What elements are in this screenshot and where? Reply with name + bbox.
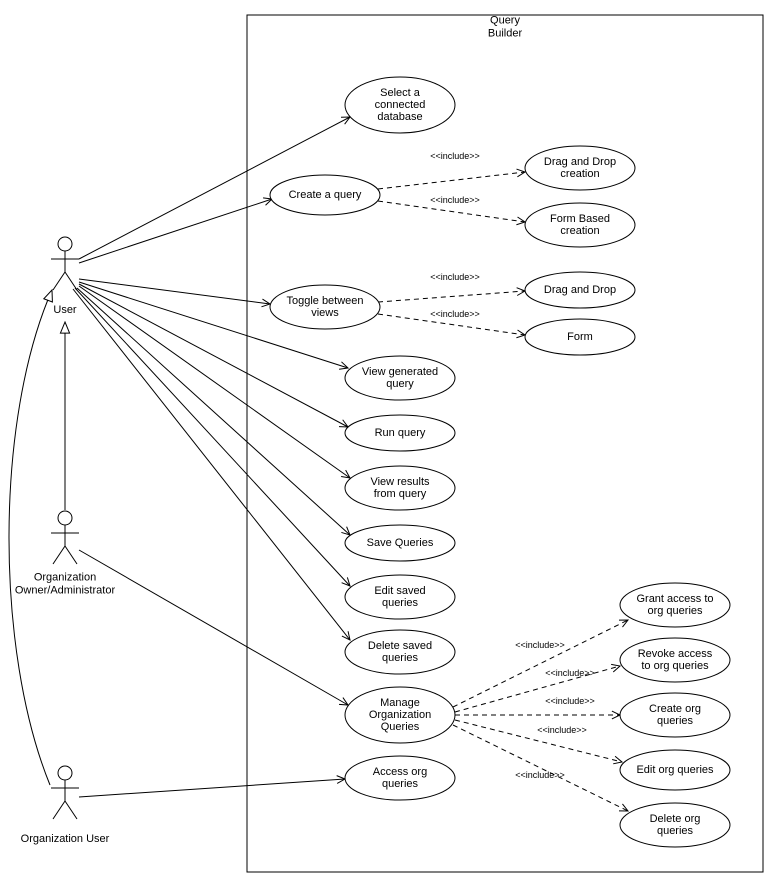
usecase-label: Revoke access bbox=[638, 648, 713, 660]
use-case-diagram: QueryBuilderUserOrganizationOwner/Admini… bbox=[0, 0, 771, 882]
include-dependency bbox=[455, 666, 620, 712]
arrowhead bbox=[516, 217, 525, 225]
usecase-label: Grant access to bbox=[636, 593, 713, 605]
include-dependency bbox=[453, 725, 628, 811]
usecase-label: Save Queries bbox=[367, 537, 434, 549]
usecase-label: database bbox=[377, 111, 422, 123]
actor-head bbox=[58, 766, 72, 780]
include-label: <<include>> bbox=[430, 195, 480, 205]
include-label: <<include>> bbox=[430, 309, 480, 319]
include-label: <<include>> bbox=[537, 725, 587, 735]
usecase-label: Create a query bbox=[289, 189, 362, 201]
actor-leg bbox=[53, 546, 65, 564]
usecase-label: Form Based bbox=[550, 213, 610, 225]
arrowhead bbox=[619, 804, 628, 811]
usecase-label: org queries bbox=[647, 605, 703, 617]
actor-label: User bbox=[53, 304, 77, 316]
usecase-label: Edit org queries bbox=[636, 764, 714, 776]
arrowhead bbox=[339, 698, 348, 705]
usecase-label: from query bbox=[374, 488, 427, 500]
include-label: <<include>> bbox=[515, 770, 565, 780]
actor-orgUser bbox=[51, 766, 79, 819]
arrowhead bbox=[516, 330, 525, 338]
include-label: <<include>> bbox=[515, 640, 565, 650]
association bbox=[79, 779, 345, 797]
actor-user bbox=[51, 237, 79, 290]
usecase-label: queries bbox=[382, 778, 419, 790]
arrowhead bbox=[619, 620, 628, 627]
usecase-label: creation bbox=[560, 225, 599, 237]
boundary-title: Builder bbox=[488, 28, 523, 40]
actor-leg bbox=[65, 272, 77, 290]
actor-label: Organization bbox=[34, 572, 96, 584]
usecase-label: Queries bbox=[381, 721, 420, 733]
usecase-label: connected bbox=[375, 99, 426, 111]
include-dependency bbox=[378, 291, 525, 302]
usecase-label: Edit saved bbox=[374, 585, 425, 597]
usecase-label: Manage bbox=[380, 697, 420, 709]
usecase-label: Delete saved bbox=[368, 640, 432, 652]
usecase-label: queries bbox=[657, 715, 694, 727]
arrowhead bbox=[516, 169, 525, 177]
usecase-label: Drag and Drop bbox=[544, 284, 616, 296]
usecase-label: Organization bbox=[369, 709, 431, 721]
actor-head bbox=[58, 237, 72, 251]
usecase-label: Run query bbox=[375, 427, 426, 439]
usecase-label: query bbox=[386, 378, 414, 390]
association bbox=[75, 288, 350, 586]
association bbox=[79, 550, 348, 705]
usecase-label: Select a bbox=[380, 87, 421, 99]
usecase-label: to org queries bbox=[641, 660, 709, 672]
usecase-label: Delete org bbox=[650, 813, 701, 825]
actor-leg bbox=[53, 801, 65, 819]
include-dependency bbox=[453, 620, 628, 707]
actor-leg bbox=[53, 272, 65, 290]
generalization-arrowhead bbox=[60, 322, 69, 333]
actor-head bbox=[58, 511, 72, 525]
actor-leg bbox=[65, 801, 77, 819]
generalization-arrowhead bbox=[44, 290, 53, 302]
usecase-label: Access org bbox=[373, 766, 427, 778]
include-dependency bbox=[378, 172, 525, 189]
usecase-label: View generated bbox=[362, 366, 438, 378]
usecase-label: views bbox=[311, 307, 339, 319]
boundary-title: Query bbox=[490, 15, 520, 27]
usecase-label: Form bbox=[567, 331, 593, 343]
usecase-label: Toggle between bbox=[286, 295, 363, 307]
usecase-label: Drag and Drop bbox=[544, 156, 616, 168]
include-label: <<include>> bbox=[545, 668, 595, 678]
usecase-label: queries bbox=[382, 652, 419, 664]
usecase-label: queries bbox=[382, 597, 419, 609]
actor-label: Organization User bbox=[21, 833, 110, 845]
actor-orgAdmin bbox=[51, 511, 79, 564]
usecase-label: queries bbox=[657, 825, 694, 837]
usecase-label: creation bbox=[560, 168, 599, 180]
include-label: <<include>> bbox=[430, 272, 480, 282]
arrowhead bbox=[517, 288, 525, 296]
actor-label: Owner/Administrator bbox=[15, 585, 116, 597]
usecase-label: View results bbox=[370, 476, 430, 488]
generalization bbox=[9, 290, 52, 785]
actor-leg bbox=[65, 546, 77, 564]
system-boundary bbox=[247, 15, 763, 872]
usecase-label: Create org bbox=[649, 703, 701, 715]
include-label: <<include>> bbox=[430, 151, 480, 161]
include-label: <<include>> bbox=[545, 696, 595, 706]
